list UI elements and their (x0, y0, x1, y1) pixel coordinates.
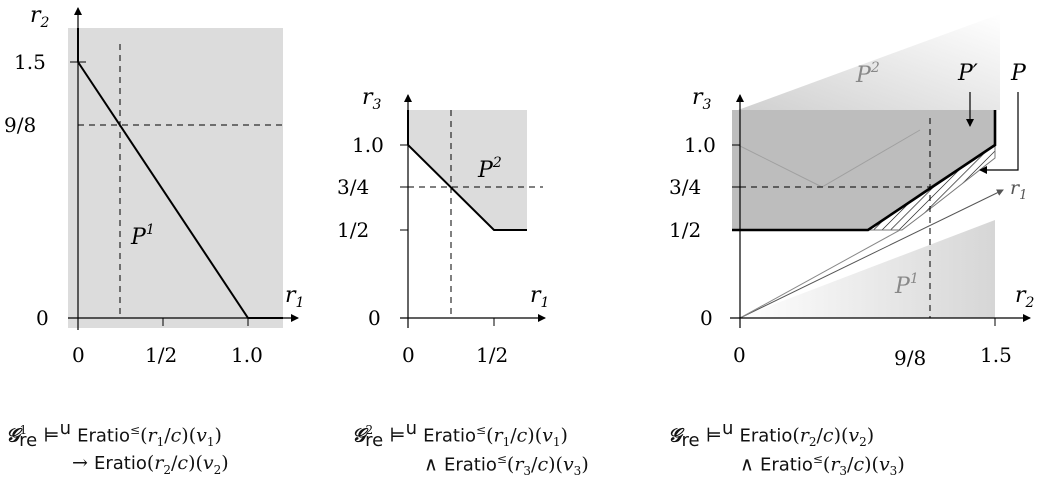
boundary-line (407, 110, 527, 231)
formula-3-line-1: 𝒢re ⊨u Eratio(r2/c)(v2) (668, 418, 875, 452)
y-tick-label-0: 0 (700, 306, 713, 330)
boundary-line (732, 110, 997, 232)
y-tick-label-0: 0 (368, 306, 381, 330)
formula-3-line-2: ∧ Eratio≤(r3/c)(v3) (740, 452, 905, 479)
x-tick-label-half: 1/2 (476, 343, 508, 367)
depth-axis (739, 189, 1004, 319)
y-tick-label-3/4: 3/4 (337, 175, 369, 199)
formula-2-line-2: ∧ Eratio≤(r3/c)(v3) (424, 452, 589, 479)
y-tick-label-3/4: 3/4 (669, 175, 701, 199)
y-axis-label: r3 (692, 85, 712, 113)
x-axis-label: r2 (1015, 283, 1035, 311)
region-p1-background (68, 28, 283, 328)
formula-2-line-1: 𝒢2re ⊨u Eratio≤(r1/c)(v1) (352, 418, 568, 452)
y-tick-label-1.0: 1.0 (352, 133, 384, 157)
y-axis-label: r3 (362, 85, 382, 113)
x-tick-label-1.5: 1.5 (980, 343, 1012, 367)
x-tick-label-0: 0 (733, 343, 746, 367)
x-tick-label-one: 1.0 (231, 343, 263, 367)
region-label-p: P (1010, 61, 1027, 86)
region-label-p-prime: P′ (957, 61, 978, 86)
region-p-prime (732, 110, 995, 230)
region-p2 (408, 110, 527, 230)
panel-1: r2 r1 1.5 9/8 0 0 1/2 1.0 P1 (4, 3, 304, 367)
x-tick-label-half: 1/2 (145, 343, 177, 367)
p-pointer (979, 92, 1019, 174)
formula-1-line-2: → Eratio(r2/c)(v2) (72, 452, 229, 477)
panel-2: r3 r1 1.0 3/4 1/2 0 0 1/2 P2 (337, 85, 549, 367)
formula-1-line-1: 𝒢1re ⊨u Eratio≤(r1/c)(v1) (6, 418, 222, 452)
y-tick-label-1.0: 1.0 (684, 133, 716, 157)
x-tick-label-0: 0 (72, 343, 85, 367)
depth-guide (739, 229, 901, 319)
x-axis-label: r1 (530, 283, 549, 311)
depth-axis-label: r1 (1010, 177, 1027, 203)
x-axis-label: r1 (285, 283, 304, 311)
boundary-line (77, 28, 283, 319)
panel-3: r3 r2 r1 1.0 3/4 1/2 0 0 9/8 1.5 P2 P1 P… (669, 14, 1035, 370)
plane-p2-faded (738, 14, 1000, 110)
y-tick-label-1/2: 1/2 (337, 218, 369, 242)
y-tick-label-9/8: 9/8 (4, 113, 36, 137)
y-tick-label-1.5: 1.5 (14, 50, 46, 74)
x-tick-label-0: 0 (402, 343, 415, 367)
y-tick-label-1/2: 1/2 (669, 218, 701, 242)
plane-p1-faded (738, 220, 995, 318)
y-tick-label-0: 0 (36, 306, 49, 330)
y-axis-label: r2 (30, 3, 50, 31)
x-tick-label-9/8: 9/8 (894, 346, 926, 370)
